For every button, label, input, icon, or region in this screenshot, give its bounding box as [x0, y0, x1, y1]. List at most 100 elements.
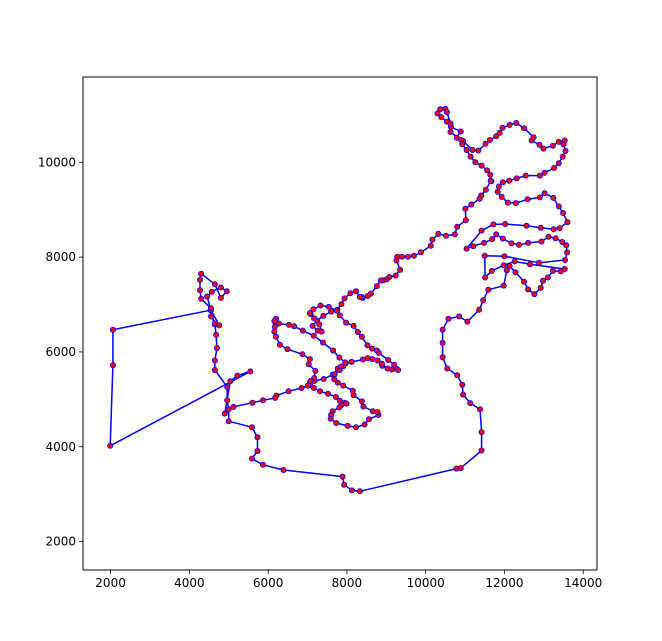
city-point — [272, 333, 279, 340]
city-point — [525, 286, 532, 293]
city-point — [486, 136, 493, 143]
city-point — [211, 281, 218, 288]
city-point — [560, 209, 567, 216]
city-point — [207, 313, 214, 320]
city-point — [506, 121, 513, 128]
city-point — [320, 375, 327, 382]
city-point — [538, 238, 545, 245]
city-point — [456, 313, 463, 320]
city-point — [459, 141, 466, 148]
city-point — [527, 261, 534, 268]
city-point — [317, 302, 324, 309]
city-point — [427, 242, 434, 249]
city-point — [536, 141, 543, 148]
x-tick-label: 8000 — [332, 576, 363, 590]
city-point — [364, 342, 371, 349]
city-point — [320, 312, 327, 319]
city-point — [358, 398, 365, 405]
city-point — [276, 341, 283, 348]
city-point — [311, 315, 318, 322]
city-point — [356, 293, 363, 300]
city-point — [284, 346, 291, 353]
city-point — [325, 303, 332, 310]
x-tick-label: 10000 — [407, 576, 445, 590]
x-axis: 2000 4000 6000 8000 10000 12000 14000 — [95, 570, 602, 590]
city-point — [541, 190, 548, 197]
city-point — [536, 194, 543, 201]
city-point — [550, 194, 557, 201]
city-point — [249, 399, 256, 406]
city-point — [438, 114, 445, 121]
city-point — [552, 235, 559, 242]
plot-area — [107, 105, 571, 495]
city-point — [358, 333, 365, 340]
y-axis: 2000 4000 6000 8000 10000 — [38, 155, 83, 549]
city-point — [254, 447, 261, 454]
city-point — [454, 372, 461, 379]
city-point — [525, 239, 532, 246]
city-point — [464, 318, 471, 325]
city-point — [506, 177, 513, 184]
city-point — [501, 253, 508, 260]
city-point — [348, 358, 355, 365]
city-point — [291, 323, 298, 330]
city-point — [211, 357, 218, 364]
city-point — [352, 288, 359, 295]
city-point — [221, 410, 228, 417]
city-point — [364, 292, 371, 299]
city-point — [499, 235, 506, 242]
axes-frame — [82, 76, 598, 571]
city-point — [350, 322, 357, 329]
city-point — [375, 349, 382, 356]
city-point — [429, 236, 436, 243]
city-point — [522, 172, 529, 179]
city-point — [225, 406, 232, 413]
city-point — [417, 249, 424, 256]
city-point — [285, 388, 292, 395]
city-point — [327, 415, 334, 422]
city-point — [337, 363, 344, 370]
city-point — [334, 379, 341, 386]
city-point — [374, 357, 381, 364]
city-point — [513, 175, 520, 182]
x-tick-label: 4000 — [174, 576, 205, 590]
city-point — [555, 160, 562, 167]
city-point — [356, 488, 363, 495]
city-point — [478, 447, 485, 454]
city-point — [559, 238, 566, 245]
city-point — [435, 230, 442, 237]
city-point — [306, 310, 313, 317]
city-point — [312, 367, 319, 374]
x-tick-label: 2000 — [95, 576, 126, 590]
city-point — [488, 267, 495, 274]
city-point — [443, 232, 450, 239]
city-point — [316, 321, 323, 328]
city-point — [259, 461, 266, 468]
y-tick-label: 10000 — [38, 155, 76, 169]
city-point — [336, 312, 343, 319]
city-point — [385, 356, 392, 363]
city-point — [506, 263, 513, 270]
city-point — [307, 377, 314, 384]
city-point — [550, 226, 557, 233]
y-tick-label: 6000 — [45, 345, 76, 359]
city-point — [513, 120, 520, 127]
city-point — [331, 371, 338, 378]
city-point — [309, 322, 316, 329]
city-point — [377, 277, 384, 284]
city-point — [485, 286, 492, 293]
city-point — [285, 321, 292, 328]
city-point — [478, 162, 485, 169]
city-point — [341, 295, 348, 302]
city-point — [496, 129, 503, 136]
city-point — [349, 387, 356, 394]
city-point — [516, 241, 523, 248]
city-point — [213, 345, 220, 352]
city-point — [254, 434, 261, 441]
city-point — [494, 188, 501, 195]
city-point — [198, 295, 205, 302]
city-point — [248, 424, 255, 431]
city-point — [487, 171, 494, 178]
city-point — [359, 356, 366, 363]
